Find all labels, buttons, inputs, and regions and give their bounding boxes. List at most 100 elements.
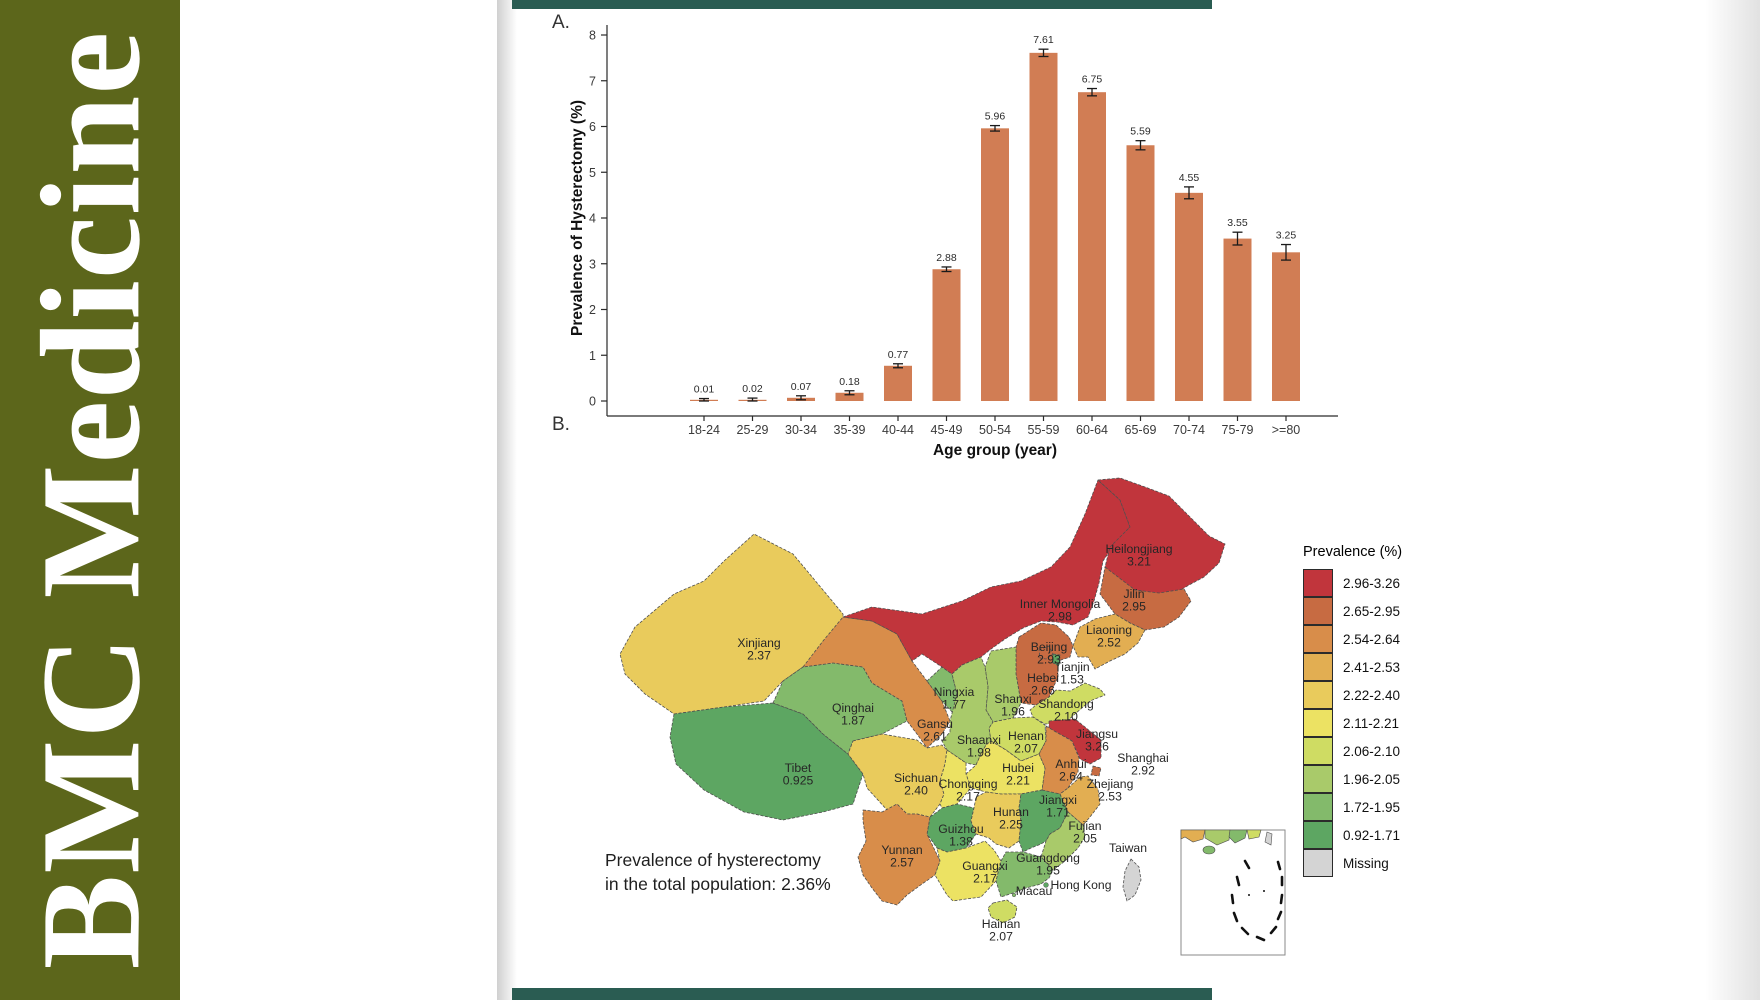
map-label-gansu: Gansu 2.61: [917, 717, 953, 744]
legend-row-1.96-2.05: 1.96-2.05: [1303, 764, 1402, 793]
note-line-2: in the total population: 2.36%: [605, 874, 831, 895]
panel-a-label: A.: [552, 12, 570, 33]
map-label-beijing: Beijing 2.93: [1031, 640, 1068, 667]
bar-value-label: 7.61: [1033, 34, 1054, 46]
legend-row-missing: Missing: [1303, 848, 1402, 877]
bar-value-label: 0.77: [888, 349, 909, 361]
bar-value-label: 3.55: [1227, 217, 1248, 229]
svg-text:3: 3: [589, 257, 596, 271]
svg-text:7: 7: [589, 74, 596, 88]
legend-row-0.92-1.71: 0.92-1.71: [1303, 820, 1402, 849]
bar-value-label: 3.25: [1276, 230, 1297, 242]
map-legend: Prevalence (%) 2.96-3.26 2.65-2.95 2.54-2.…: [1303, 544, 1402, 877]
bar-70-74: 4.55: [1175, 172, 1203, 401]
legend-label: 0.92-1.71: [1343, 827, 1401, 843]
bar-value-label: 6.75: [1082, 74, 1103, 86]
map-label-zhejiang: Zhejiang 2.53: [1087, 777, 1134, 804]
legend-label: 2.41-2.53: [1343, 659, 1401, 675]
province-tibet: [669, 702, 864, 821]
x-tick-label: 75-79: [1222, 423, 1254, 437]
legend-label: 2.22-2.40: [1343, 687, 1401, 703]
x-tick-label: 40-44: [882, 423, 914, 437]
province-jiangsu: [1048, 718, 1102, 765]
x-tick-label: 55-59: [1028, 423, 1060, 437]
page-accent-bar-bottom: [512, 988, 1212, 1000]
map-label-qinghai: Qinghai 1.87: [832, 701, 874, 728]
macau-dot: [1011, 892, 1017, 898]
map-label-hainan: Hainan 2.07: [982, 917, 1021, 944]
province-guizhou: [926, 803, 977, 853]
province-jilin: [1099, 566, 1192, 631]
bar-75-79: 3.55: [1223, 217, 1252, 401]
map-label-hebei: Hebei 2.66: [1027, 671, 1059, 698]
bar-value-label: 0.02: [742, 383, 763, 395]
map-label-shandong: Shandong 2.10: [1038, 697, 1094, 724]
province-inner-mongolia: [842, 479, 1131, 675]
map-label-sichuan: Sichuan 2.40: [894, 771, 938, 798]
panel-b-label: B.: [552, 414, 570, 435]
svg-text:1: 1: [589, 349, 596, 363]
legend-swatch: [1303, 652, 1333, 681]
page-left-shadow: [497, 0, 517, 1000]
x-tick-label: 18-24: [688, 423, 720, 437]
journal-title: BMC Medicine: [11, 30, 169, 970]
legend-swatch: [1303, 792, 1333, 821]
legend-label: Missing: [1343, 855, 1389, 871]
legend-swatch: [1303, 624, 1333, 653]
legend-swatch: [1303, 680, 1333, 709]
legend-swatch: [1303, 568, 1333, 597]
map-label-hunan: Hunan 2.25: [993, 805, 1029, 832]
map-label-shanxi: Shanxi 1.96: [994, 692, 1031, 719]
x-tick-label: 25-29: [737, 423, 769, 437]
hong-kong-dot: [1043, 882, 1049, 888]
bar-50-54: 5.96: [981, 111, 1009, 401]
legend-row-2.41-2.53: 2.41-2.53: [1303, 652, 1402, 681]
legend-label: 2.65-2.95: [1343, 603, 1401, 619]
map-label-taiwan: Taiwan: [1109, 841, 1147, 855]
svg-text:2: 2: [589, 303, 596, 317]
page-accent-bar-top: [512, 0, 1212, 9]
legend-swatch: [1303, 708, 1333, 737]
svg-text:4: 4: [589, 212, 596, 226]
map-label-hong-kong: Hong Kong: [1051, 878, 1112, 892]
figure-sheet: A. 0 1 2 3 4 5 6 7 8 0.01 18-24 0.02 25-29 0.07 30-34 0…: [497, 0, 1760, 1000]
map-label-chongqing: Chongqing 2.17: [939, 777, 998, 804]
province-tianjin: [1052, 653, 1061, 667]
map-label-xinjiang: Xinjiang 2.37: [737, 636, 780, 663]
legend-row-2.06-2.10: 2.06-2.10: [1303, 736, 1402, 765]
x-axis-title: Age group (year): [933, 442, 1057, 459]
x-tick-label: 50-54: [979, 423, 1011, 437]
map-label-tibet: Tibet 0.925: [783, 761, 814, 788]
bar-value-label: 0.18: [839, 376, 860, 388]
age-group-bar-chart: 0 1 2 3 4 5 6 7 8 0.01 18-24 0.02 25-29 0.07 30-34 0.18…: [569, 25, 1338, 459]
province-heilongjiang: [1097, 477, 1226, 595]
province-shanghai: [1090, 765, 1102, 777]
bar-45-49: 2.88: [932, 252, 961, 401]
china-choropleth-map: Xinjiang 2.37 Tibet 0.925 Qinghai 1.87 Gansu 2.…: [619, 477, 1286, 956]
map-label-anhui: Anhui 2.64: [1055, 757, 1086, 784]
bar-value-label: 5.59: [1130, 126, 1151, 138]
bar-25-29: 0.02: [738, 383, 767, 402]
legend-swatch: [1303, 848, 1333, 877]
legend-label: 1.72-1.95: [1343, 799, 1401, 815]
legend-row-2.22-2.40: 2.22-2.40: [1303, 680, 1402, 709]
svg-text:5: 5: [589, 166, 596, 180]
legend-label: 2.11-2.21: [1343, 715, 1400, 731]
province-hainan: [987, 899, 1018, 924]
map-label-ningxia: Ningxia 1.77: [934, 685, 975, 712]
province-guangxi: [934, 840, 1002, 902]
journal-banner: BMC Medicine: [0, 0, 180, 1000]
svg-text:6: 6: [589, 120, 596, 134]
province-liaoning: [1072, 613, 1146, 670]
legend-label: 2.96-3.26: [1343, 575, 1401, 591]
x-tick-label: 45-49: [931, 423, 963, 437]
legend-label: 1.96-2.05: [1343, 771, 1401, 787]
map-label-tianjin: Tianjin 1.53: [1054, 660, 1089, 687]
page-right-shadow: [1705, 0, 1760, 1000]
map-label-guangxi: Guangxi 2.17: [962, 859, 1007, 886]
legend-swatch: [1303, 596, 1333, 625]
map-label-guangdong: Guangdong 1.95: [1016, 851, 1080, 878]
province-guangdong: [995, 851, 1054, 898]
bar-value-label: 4.55: [1179, 172, 1200, 184]
x-tick-label: 60-64: [1076, 423, 1108, 437]
